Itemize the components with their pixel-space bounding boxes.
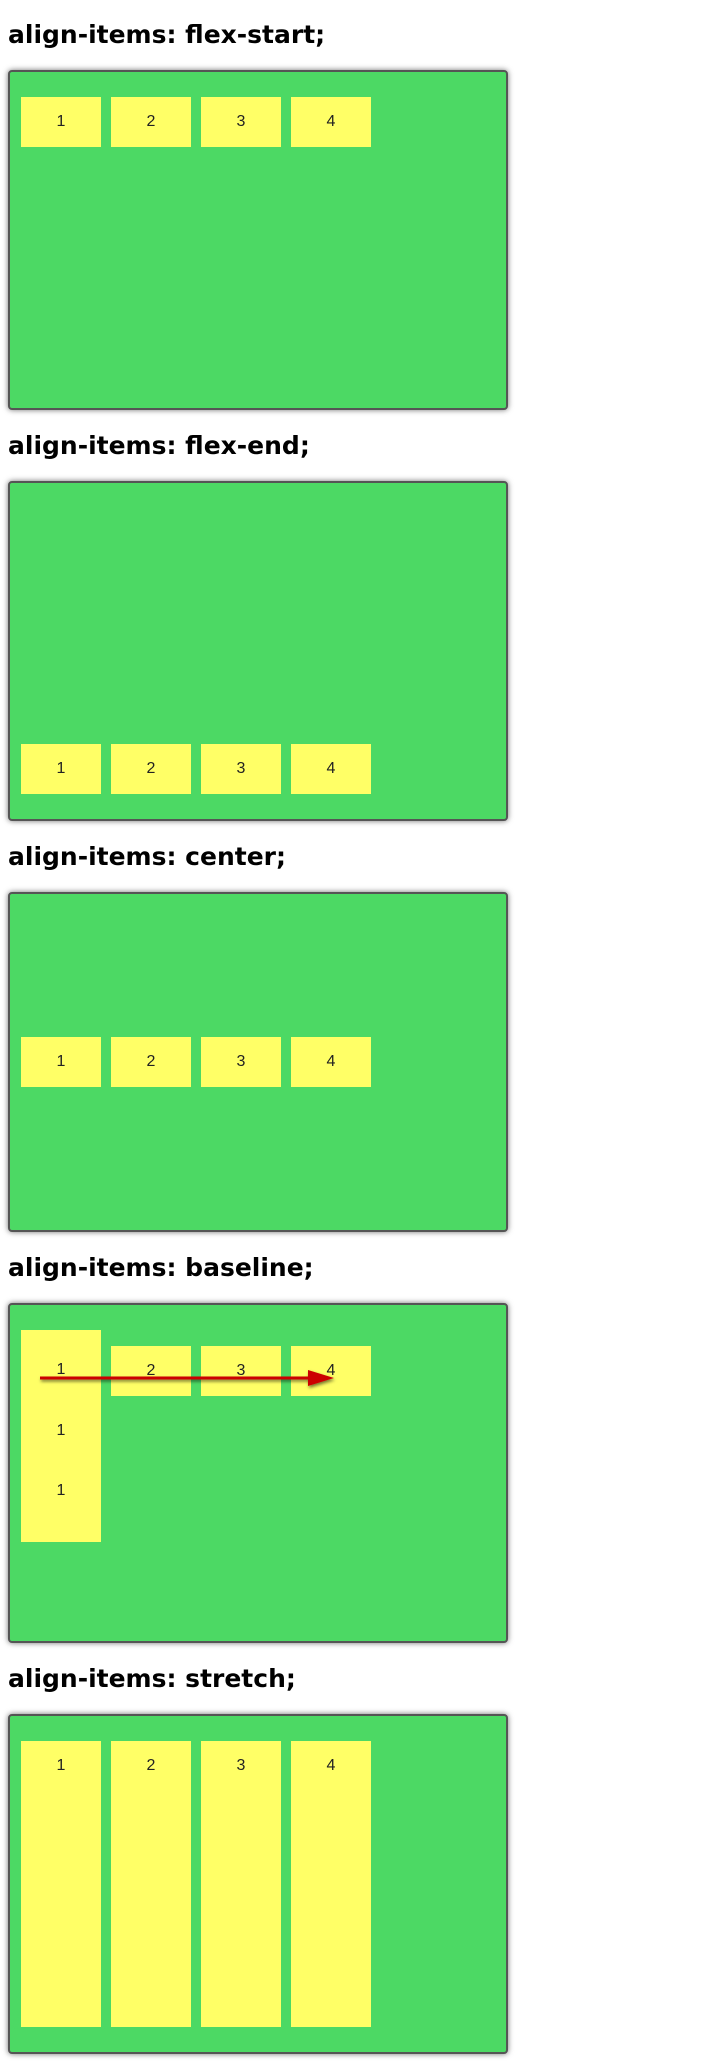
item-line: 1 <box>56 1482 66 1500</box>
flex-item: 1 <box>21 1741 101 2027</box>
flex-container: 1 2 3 4 <box>8 1714 508 2054</box>
item-line: 1 <box>56 1361 66 1378</box>
flex-container: 1 1 1 2 3 4 <box>8 1303 508 1643</box>
flex-item: 4 <box>291 744 371 794</box>
section-title: align-items: baseline; <box>8 1253 314 1282</box>
flex-item: 4 <box>291 1741 371 2027</box>
flex-container: 1 2 3 4 <box>8 892 508 1232</box>
flex-item: 3 <box>201 744 281 794</box>
flex-item: 4 <box>291 1346 371 1396</box>
flex-container: 1 2 3 4 <box>8 481 508 821</box>
section-title: align-items: flex-end; <box>8 431 310 460</box>
flex-item: 2 <box>111 1346 191 1396</box>
flex-item: 2 <box>111 744 191 794</box>
flex-item: 2 <box>111 1037 191 1087</box>
flex-container: 1 2 3 4 <box>8 70 508 410</box>
flex-item: 2 <box>111 97 191 147</box>
flex-item: 4 <box>291 97 371 147</box>
section-title: align-items: flex-start; <box>8 20 326 49</box>
flex-item: 3 <box>201 1037 281 1087</box>
flex-item: 3 <box>201 1741 281 2027</box>
flex-item-tall: 1 1 1 <box>21 1330 101 1542</box>
flex-item: 1 <box>21 97 101 147</box>
flex-item: 4 <box>291 1037 371 1087</box>
flex-item: 1 <box>21 1037 101 1087</box>
flex-item: 3 <box>201 1346 281 1396</box>
flex-item: 1 <box>21 744 101 794</box>
flex-item: 2 <box>111 1741 191 2027</box>
item-line: 1 <box>56 1421 66 1439</box>
section-title: align-items: stretch; <box>8 1664 296 1693</box>
section-title: align-items: center; <box>8 842 286 871</box>
flex-item: 3 <box>201 97 281 147</box>
